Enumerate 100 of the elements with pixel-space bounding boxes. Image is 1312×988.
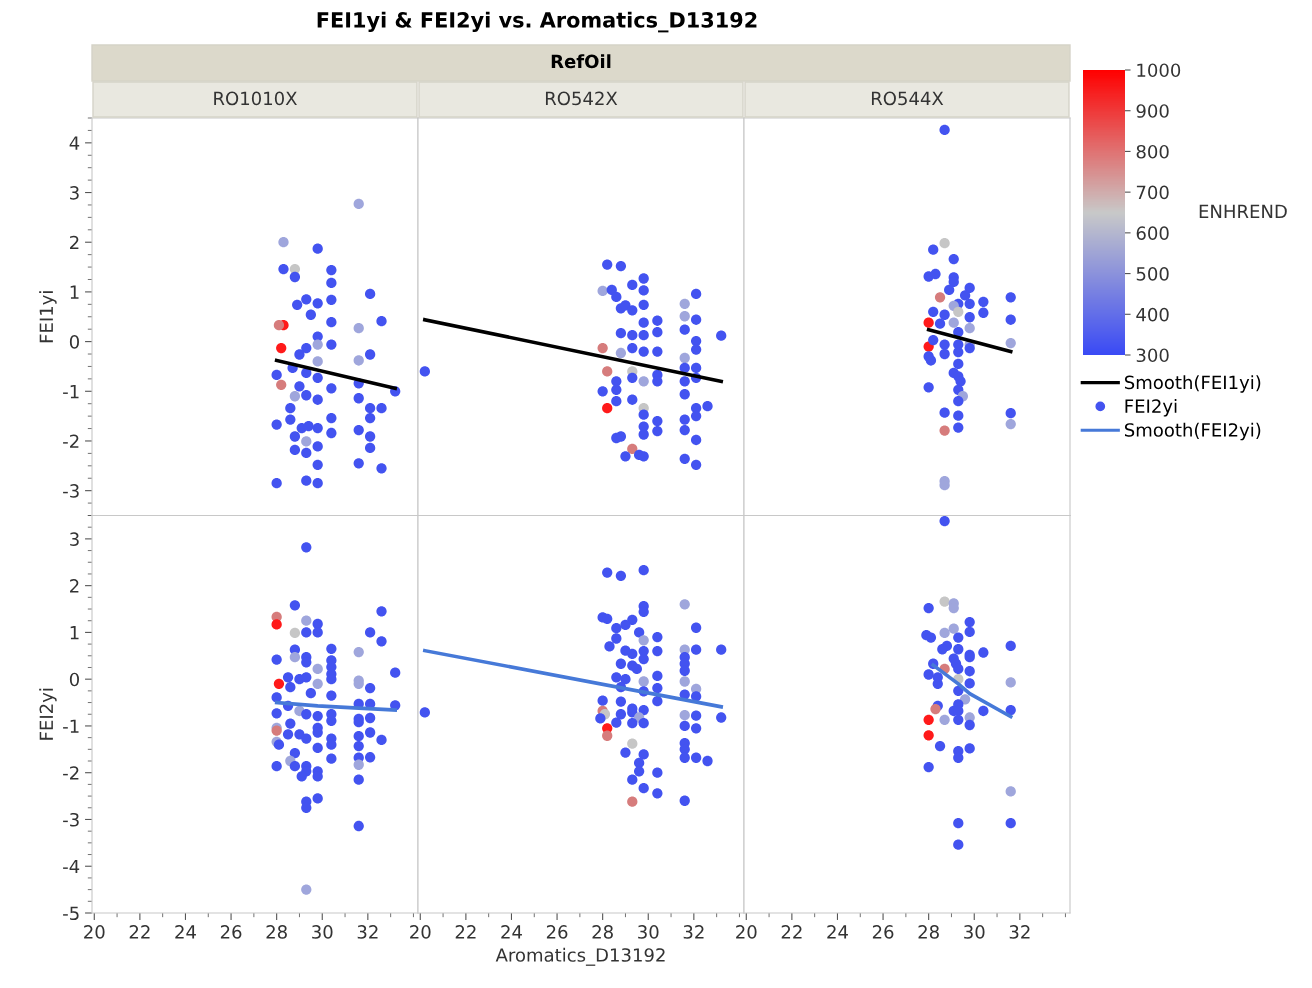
point <box>930 703 941 715</box>
y-tick-label: 1 <box>70 626 79 640</box>
point <box>923 730 934 741</box>
point <box>944 284 955 296</box>
point <box>939 309 950 320</box>
y-tick-label: 4 <box>69 136 80 150</box>
color-bar-label: 800 <box>1136 144 1169 159</box>
x-tick-label: 22 <box>455 925 476 939</box>
point <box>959 290 971 301</box>
point <box>964 719 975 731</box>
point <box>939 407 950 418</box>
point <box>948 253 959 265</box>
color-bar-label: 700 <box>1136 185 1169 200</box>
point <box>1005 337 1016 349</box>
point <box>1005 677 1016 688</box>
x-tick-label: 32 <box>683 925 704 939</box>
y-axis-title: FEI2yi <box>39 688 57 740</box>
y-tick-label: -1 <box>63 719 79 733</box>
point <box>978 705 989 717</box>
x-tick-label: 24 <box>175 925 196 939</box>
y-tick-label: 3 <box>70 532 79 546</box>
point <box>928 306 939 317</box>
x-tick-label: 24 <box>827 925 848 939</box>
point <box>923 669 934 680</box>
point <box>964 298 975 309</box>
point <box>978 307 989 318</box>
x-tick-label: 24 <box>501 925 522 939</box>
point <box>928 244 939 255</box>
point <box>953 839 964 850</box>
color-bar-label: 300 <box>1136 348 1169 363</box>
point <box>964 342 975 354</box>
color-bar-label: 500 <box>1136 267 1169 281</box>
color-bar-label: 400 <box>1136 307 1169 322</box>
point <box>934 318 946 329</box>
point <box>953 358 964 370</box>
point <box>1005 292 1016 303</box>
point <box>939 714 950 726</box>
point <box>953 306 964 317</box>
x-tick-label: 32 <box>357 925 378 939</box>
point <box>939 627 950 639</box>
color-bar-label: 1000 <box>1137 63 1181 78</box>
y-tick-label: 1 <box>70 285 79 299</box>
legend-label: Smooth(FEI2yi) <box>1124 422 1261 441</box>
y-tick-label: 2 <box>70 579 79 593</box>
point <box>939 339 950 350</box>
text: FEI1yi & FEI2yi vs. Aromatics_D13192 <box>317 11 757 33</box>
point <box>953 396 964 407</box>
point <box>934 740 946 752</box>
x-tick-label: 32 <box>1009 925 1030 939</box>
x-tick-label: 28 <box>592 925 613 939</box>
point <box>1005 407 1016 419</box>
y-tick-label: -1 <box>63 384 79 399</box>
point <box>928 334 939 346</box>
point <box>953 632 964 643</box>
x-tick-label: 20 <box>736 925 757 939</box>
point <box>955 376 966 387</box>
y-tick-label: -4 <box>63 859 80 874</box>
legend-label: FEI2yi <box>1125 399 1177 417</box>
point <box>923 317 934 328</box>
point <box>925 632 937 643</box>
y-tick-label: -2 <box>63 434 79 448</box>
point <box>1005 418 1016 430</box>
point <box>948 623 959 634</box>
y-tick-label: 0 <box>69 672 79 687</box>
point <box>930 268 941 280</box>
point <box>953 410 964 421</box>
point <box>1005 818 1016 829</box>
color-bar-title: ENHREND <box>1199 204 1287 218</box>
chart-subtitle: RO542X <box>545 91 618 106</box>
point <box>939 348 950 360</box>
y-tick-label: -3 <box>63 484 79 498</box>
point <box>964 666 975 677</box>
point <box>964 743 975 754</box>
y-tick-label: 3 <box>70 185 79 200</box>
point <box>964 282 975 294</box>
point <box>939 515 950 527</box>
point <box>939 124 950 136</box>
text: RefOil <box>551 54 611 69</box>
point <box>953 663 964 675</box>
point <box>923 602 934 614</box>
point <box>953 818 964 829</box>
point <box>953 714 964 726</box>
point <box>964 312 975 323</box>
x-tick-label: 20 <box>410 925 431 939</box>
point <box>978 296 989 307</box>
color-bar-label: 900 <box>1136 104 1169 118</box>
point <box>959 694 971 705</box>
point <box>923 714 934 726</box>
point <box>1005 786 1016 797</box>
point <box>939 425 950 436</box>
legend-label: Smooth(FEI1yi) <box>1124 375 1261 393</box>
x-tick-label: 20 <box>84 925 105 939</box>
point <box>964 616 975 628</box>
point <box>939 596 950 607</box>
color-bar-label: 600 <box>1136 226 1169 240</box>
point <box>1005 704 1016 716</box>
x-tick-label: 22 <box>129 925 150 939</box>
chart-subtitle: RO544X <box>871 91 944 106</box>
point <box>964 626 975 638</box>
point <box>923 382 934 393</box>
